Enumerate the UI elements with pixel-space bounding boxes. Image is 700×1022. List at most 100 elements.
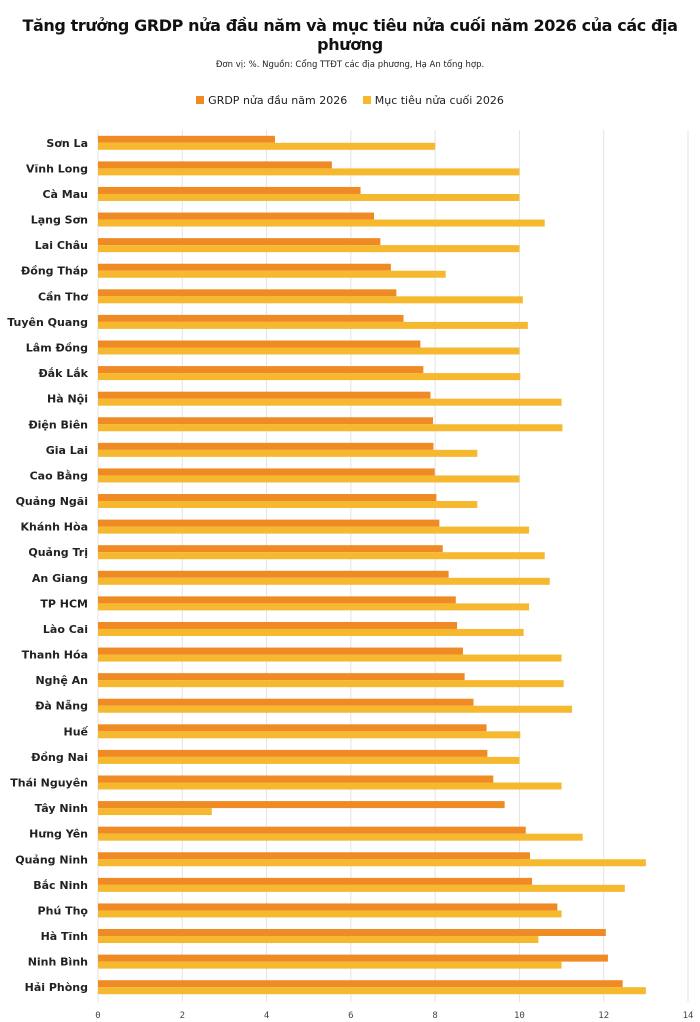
category-label: Sơn La — [46, 137, 88, 150]
bar-target — [98, 680, 564, 688]
legend-swatch-target — [362, 96, 371, 104]
category-label: Bắc Ninh — [33, 879, 88, 892]
bar-grdp — [98, 826, 526, 834]
bar-target — [98, 756, 520, 764]
bar-grdp — [98, 519, 440, 527]
category-label: Cà Mau — [42, 188, 88, 201]
bar-grdp — [98, 929, 606, 937]
bar-target — [98, 936, 539, 944]
x-tick-label: 2 — [180, 1011, 185, 1021]
bar-target — [98, 373, 521, 381]
bar-grdp — [98, 135, 275, 143]
category-label: Thái Nguyên — [10, 777, 88, 790]
bar-target — [98, 552, 545, 560]
bar-target — [98, 475, 520, 483]
x-tick-label: 8 — [432, 1011, 437, 1021]
category-label: Đắk Lắk — [38, 367, 88, 380]
legend-label-target: Mục tiêu nửa cuối 2026 — [374, 94, 504, 107]
bar-grdp — [98, 877, 533, 885]
bar-target — [98, 193, 520, 201]
bar-grdp — [98, 621, 458, 629]
bar-grdp — [98, 417, 434, 425]
bar-grdp — [98, 212, 375, 220]
x-tick-label: 14 — [683, 1011, 694, 1021]
bar-grdp — [98, 775, 494, 783]
category-label: Lào Cai — [43, 623, 88, 636]
bar-grdp — [98, 954, 608, 962]
category-label: Tây Ninh — [35, 802, 88, 815]
bar-target — [98, 577, 550, 585]
bar-target — [98, 628, 524, 636]
bar-target — [98, 603, 530, 611]
bar-grdp — [98, 494, 437, 502]
bar-target — [98, 321, 528, 329]
category-label: Cần Thơ — [38, 290, 88, 303]
bar-target — [98, 219, 545, 227]
bar-target — [98, 270, 446, 278]
category-label: Khánh Hòa — [21, 521, 88, 534]
bar-grdp — [98, 314, 404, 322]
category-label: Đồng Nai — [31, 751, 88, 764]
category-label: Tuyên Quang — [7, 316, 88, 329]
category-label: TP HCM — [40, 597, 88, 610]
bar-target — [98, 987, 646, 995]
chart-title: Tăng trưởng GRDP nửa đầu năm và mục tiêu… — [22, 16, 678, 54]
bar-grdp — [98, 903, 558, 911]
bar-target — [98, 142, 436, 150]
category-label: An Giang — [32, 572, 88, 585]
bar-grdp — [98, 852, 530, 860]
bar-target — [98, 526, 530, 534]
x-tick-label: 4 — [264, 1011, 269, 1021]
category-label: Đồng Tháp — [21, 265, 88, 278]
category-label: Nghệ An — [35, 674, 88, 687]
category-label: Ninh Bình — [28, 956, 88, 969]
x-tick-label: 0 — [95, 1011, 100, 1021]
bar-target — [98, 398, 562, 406]
category-label: Thanh Hóa — [22, 649, 88, 662]
category-label: Lâm Đồng — [26, 342, 88, 355]
category-label: Đà Nẵng — [35, 700, 88, 713]
category-label: Hà Nội — [47, 393, 88, 406]
bar-grdp — [98, 724, 487, 732]
category-label: Gia Lai — [46, 444, 88, 457]
bar-grdp — [98, 749, 488, 757]
category-label: Lai Châu — [35, 239, 88, 252]
category-label: Quảng Ngãi — [16, 495, 88, 508]
legend-item-target: Mục tiêu nửa cuối 2026 — [362, 94, 504, 107]
bar-target — [98, 782, 562, 790]
bar-grdp — [98, 340, 421, 348]
legend: GRDP nửa đầu năm 2026 Mục tiêu nửa cuối … — [0, 94, 700, 107]
category-label: Hải Phòng — [25, 981, 88, 994]
x-tick-label: 6 — [348, 1011, 353, 1021]
bar-target — [98, 833, 583, 841]
bar-grdp — [98, 801, 505, 809]
bar-target — [98, 296, 523, 304]
bar-target — [98, 449, 478, 457]
bar-grdp — [98, 647, 463, 655]
bar-grdp — [98, 263, 391, 271]
category-label: Quảng Trị — [28, 546, 88, 559]
bar-target — [98, 808, 212, 816]
chart-subtitle: Đơn vị: %. Nguồn: Cổng TTĐT các địa phươ… — [215, 60, 485, 70]
category-label: Cao Bằng — [30, 469, 88, 482]
category-label: Huế — [64, 725, 89, 738]
x-tick-label: 10 — [514, 1011, 525, 1021]
legend-swatch-grdp — [196, 96, 205, 104]
bar-grdp — [98, 238, 381, 246]
bar-grdp — [98, 289, 397, 297]
bar-grdp — [98, 673, 465, 681]
bar-target — [98, 424, 563, 432]
legend-item-grdp: GRDP nửa đầu năm 2026 — [196, 94, 347, 107]
bar-grdp — [98, 596, 456, 604]
bar-target — [98, 168, 520, 176]
category-label: Phú Thọ — [38, 904, 89, 917]
category-label: Hà Tĩnh — [41, 930, 88, 943]
bar-grdp — [98, 366, 424, 374]
bar-grdp — [98, 468, 435, 476]
category-label: Lạng Sơn — [31, 214, 88, 227]
bar-target — [98, 654, 562, 662]
bar-target — [98, 961, 562, 969]
bar-target — [98, 705, 573, 713]
category-label: Vĩnh Long — [26, 162, 88, 175]
